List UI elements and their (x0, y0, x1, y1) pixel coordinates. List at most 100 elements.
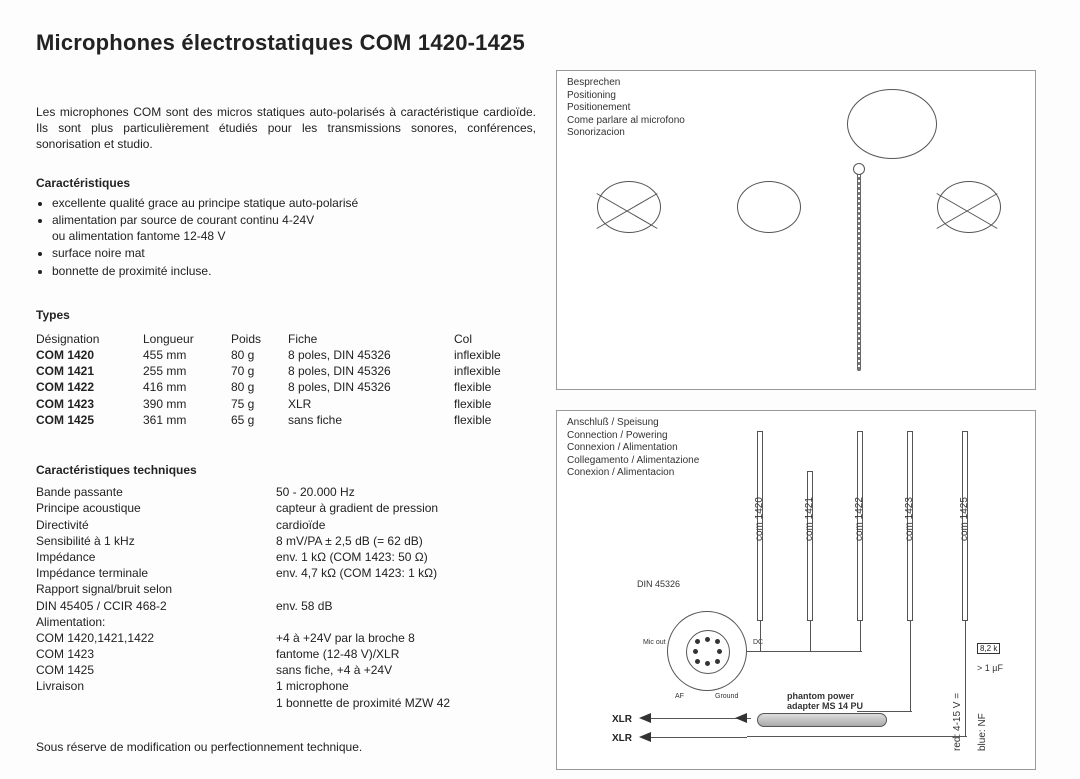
arrow-left-icon (735, 713, 747, 723)
types-table: Désignation Longueur Poids Fiche Col COM… (36, 331, 536, 428)
tech-label: Principe acoustique (36, 500, 276, 516)
diagram2-labels: Anschluß / Speisung Connection / Powerin… (567, 417, 699, 480)
tech-value: 8 mV/PA ± 2,5 dB (= 62 dB) (276, 533, 536, 549)
tech-value: +4 à +24V par la broche 8 (276, 630, 536, 646)
table-row: COM 1421255 mm70 g8 poles, DIN 45326infl… (36, 363, 536, 379)
tech-value: 1 microphone (276, 678, 536, 694)
tech-value: env. 58 dB (276, 598, 536, 614)
table-row: COM 1425361 mm65 gsans ficheflexible (36, 412, 536, 428)
label: Sonorizacion (567, 127, 685, 140)
table-row: COM 1422416 mm80 g8 poles, DIN 45326flex… (36, 379, 536, 395)
types-heading: Types (36, 307, 536, 323)
mic-label: com 1421 (804, 497, 815, 541)
tech-label (36, 695, 276, 711)
arrow-left-icon (639, 713, 651, 723)
col-header: Fiche (288, 331, 454, 347)
capacitor-value: > 1 µF (977, 663, 1003, 673)
characteristics-list: excellente qualité grace au principe sta… (36, 195, 536, 279)
tech-label: Alimentation: (36, 614, 276, 630)
adapter-icon (757, 713, 887, 727)
pin-label: Ground (715, 693, 738, 700)
tech-label: Livraison (36, 678, 276, 694)
characteristics-heading: Caractéristiques (36, 175, 536, 191)
tech-label: Directivité (36, 517, 276, 533)
mic-capsule-icon (853, 163, 865, 175)
col-header: Longueur (143, 331, 231, 347)
mic-label: com 1422 (854, 497, 865, 541)
cross-icon (937, 181, 997, 241)
table-header-row: Désignation Longueur Poids Fiche Col (36, 331, 536, 347)
tech-label: COM 1420,1421,1422 (36, 630, 276, 646)
positioning-diagram: Besprechen Positioning Positionement Com… (556, 70, 1036, 390)
col-header: Poids (231, 331, 288, 347)
red-wire-label: red: 4-15 V = (952, 693, 963, 751)
tech-value: cardioïde (276, 517, 536, 533)
list-item: bonnette de proximité incluse. (52, 263, 536, 279)
arrow-left-icon (639, 732, 651, 742)
label: Anschluß / Speisung (567, 417, 699, 430)
tech-label: Sensibilité à 1 kHz (36, 533, 276, 549)
phantom-label1: phantom power (787, 691, 854, 701)
label: Connection / Powering (567, 430, 699, 443)
mic-label: com 1423 (904, 497, 915, 541)
diagram1-labels: Besprechen Positioning Positionement Com… (567, 77, 685, 140)
pin-label: AF (675, 693, 684, 700)
tech-label: Impédance terminale (36, 565, 276, 581)
tech-label: Impédance (36, 549, 276, 565)
tech-value: env. 1 kΩ (COM 1423: 50 Ω) (276, 549, 536, 565)
footnote: Sous réserve de modification ou perfecti… (36, 739, 536, 755)
two-column-layout: Les microphones COM sont des micros stat… (36, 70, 1044, 755)
tech-value: 50 - 20.000 Hz (276, 484, 536, 500)
table-row: COM 1423390 mm75 gXLRflexible (36, 396, 536, 412)
pin-label: DC (753, 639, 763, 646)
microphone-icon (857, 171, 861, 371)
label: Positionement (567, 102, 685, 115)
tech-label: Bande passante (36, 484, 276, 500)
list-item: surface noire mat (52, 245, 536, 261)
tech-label: DIN 45405 / CCIR 468-2 (36, 598, 276, 614)
tech-value: env. 4,7 kΩ (COM 1423: 1 kΩ) (276, 565, 536, 581)
cross-icon (597, 181, 657, 241)
tech-value: 1 bonnette de proximité MZW 42 (276, 695, 536, 711)
mic-label: com 1425 (959, 497, 970, 541)
din-label: DIN 45326 (637, 579, 680, 589)
pin-ring-icon (686, 630, 730, 674)
tech-value (276, 581, 536, 597)
wiring-diagram: Anschluß / Speisung Connection / Powerin… (556, 410, 1036, 770)
col-header: Col (454, 331, 536, 347)
tech-table: Bande passante50 - 20.000 Hz Principe ac… (36, 484, 536, 711)
mic-1421-icon (807, 471, 813, 621)
page-title: Microphones électrostatiques COM 1420-14… (36, 30, 1044, 56)
list-item: excellente qualité grace au principe sta… (52, 195, 536, 211)
col-header: Désignation (36, 331, 143, 347)
pin-label: Mic out (643, 639, 666, 646)
xlr-label: XLR (612, 714, 632, 725)
tech-value: fantome (12-48 V)/XLR (276, 646, 536, 662)
phantom-label2: adapter MS 14 PU (787, 701, 863, 711)
text-column: Les microphones COM sont des micros stat… (36, 70, 556, 755)
tech-heading: Caractéristiques techniques (36, 462, 536, 478)
label: Come parlare al microfono (567, 115, 685, 128)
tech-label: Rapport signal/bruit selon (36, 581, 276, 597)
diagram-column: Besprechen Positioning Positionement Com… (556, 70, 1044, 755)
label: Collegamento / Alimentazione (567, 455, 699, 468)
tech-value (276, 614, 536, 630)
head-top-icon (847, 89, 937, 159)
tech-label: COM 1423 (36, 646, 276, 662)
label: Besprechen (567, 77, 685, 90)
xlr-label: XLR (612, 733, 632, 744)
datasheet-page: Microphones électrostatiques COM 1420-14… (0, 0, 1080, 779)
list-item: alimentation par source de courant conti… (52, 212, 536, 244)
table-row: COM 1420455 mm80 g8 poles, DIN 45326infl… (36, 347, 536, 363)
label: Connexion / Alimentation (567, 442, 699, 455)
din-connector-icon (667, 611, 747, 691)
tech-label: COM 1425 (36, 662, 276, 678)
label: Positioning (567, 90, 685, 103)
mic-label: com 1420 (754, 497, 765, 541)
resistor-value: 8,2 k (977, 643, 1000, 654)
intro-paragraph: Les microphones COM sont des micros stat… (36, 104, 536, 153)
label: Conexion / Alimentacion (567, 467, 699, 480)
tech-value: capteur à gradient de pression (276, 500, 536, 516)
blue-wire-label: blue: NF (977, 713, 988, 751)
head-mid-icon (737, 181, 801, 233)
